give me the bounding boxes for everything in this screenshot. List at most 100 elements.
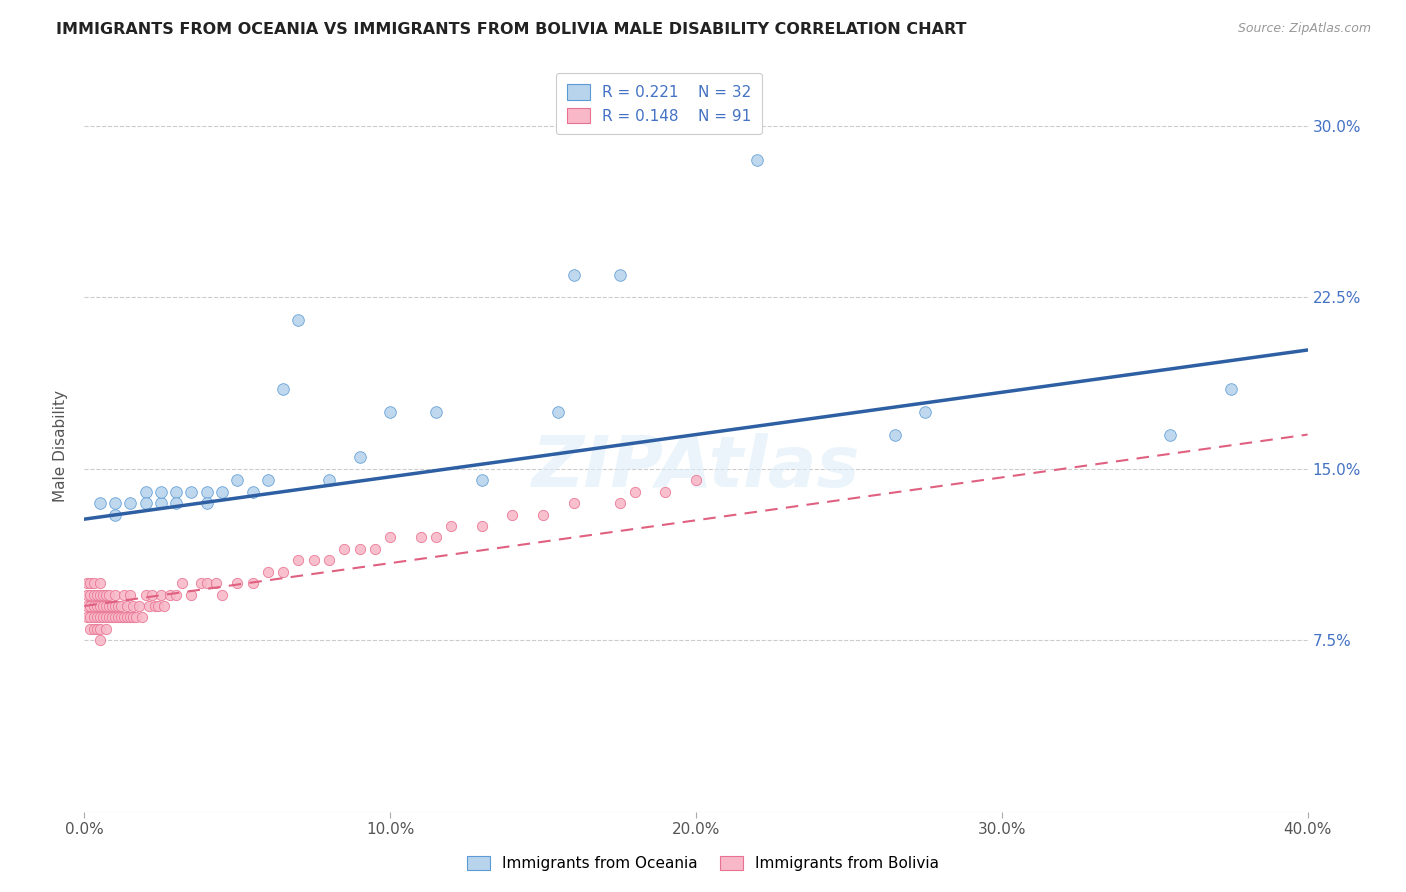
Point	[425, 530, 447, 544]
Point	[89, 610, 111, 624]
Text: Source: ZipAtlas.com: Source: ZipAtlas.com	[1237, 22, 1371, 36]
Point	[271, 382, 294, 396]
Point	[79, 622, 101, 636]
Point	[76, 610, 98, 624]
Point	[76, 599, 98, 613]
Point	[257, 565, 280, 579]
Point	[104, 610, 127, 624]
Point	[271, 565, 294, 579]
Point	[97, 588, 120, 602]
Point	[91, 599, 114, 613]
Point	[104, 496, 127, 510]
Point	[128, 599, 150, 613]
Point	[135, 484, 157, 499]
Point	[440, 519, 463, 533]
Point	[547, 405, 569, 419]
Point	[97, 599, 120, 613]
Point	[562, 496, 585, 510]
Point	[654, 484, 676, 499]
Point	[149, 484, 172, 499]
Point	[226, 576, 249, 591]
Point	[226, 473, 249, 487]
Point	[97, 610, 120, 624]
Point	[242, 576, 264, 591]
Point	[1220, 382, 1243, 396]
Point	[86, 610, 108, 624]
Point	[318, 553, 340, 567]
Point	[624, 484, 647, 499]
Point	[685, 473, 707, 487]
Text: ZIPAtlas: ZIPAtlas	[531, 434, 860, 502]
Point	[165, 588, 187, 602]
Point	[94, 610, 117, 624]
Point	[211, 588, 233, 602]
Point	[86, 588, 108, 602]
Point	[112, 610, 135, 624]
Point	[318, 473, 340, 487]
Point	[79, 588, 101, 602]
Point	[153, 599, 176, 613]
Point	[211, 484, 233, 499]
Point	[380, 405, 402, 419]
Point	[425, 405, 447, 419]
Point	[364, 541, 387, 556]
Point	[104, 599, 127, 613]
Point	[89, 588, 111, 602]
Point	[76, 588, 98, 602]
Point	[101, 599, 124, 613]
Point	[135, 496, 157, 510]
Point	[349, 541, 371, 556]
Point	[110, 610, 132, 624]
Point	[135, 588, 157, 602]
Point	[76, 576, 98, 591]
Point	[94, 588, 117, 602]
Point	[180, 588, 202, 602]
Point	[83, 610, 105, 624]
Point	[195, 576, 218, 591]
Point	[914, 405, 936, 419]
Point	[83, 599, 105, 613]
Point	[333, 541, 356, 556]
Point	[91, 588, 114, 602]
Y-axis label: Male Disability: Male Disability	[53, 390, 69, 502]
Point	[883, 427, 905, 442]
Point	[242, 484, 264, 499]
Point	[94, 599, 117, 613]
Point	[257, 473, 280, 487]
Legend: R = 0.221    N = 32, R = 0.148    N = 91: R = 0.221 N = 32, R = 0.148 N = 91	[557, 73, 762, 135]
Point	[83, 588, 105, 602]
Point	[115, 599, 138, 613]
Point	[138, 599, 160, 613]
Point	[190, 576, 212, 591]
Point	[609, 268, 631, 282]
Point	[609, 496, 631, 510]
Point	[531, 508, 554, 522]
Point	[120, 610, 142, 624]
Point	[287, 313, 309, 327]
Point	[131, 610, 153, 624]
Point	[172, 576, 194, 591]
Point	[107, 610, 129, 624]
Point	[120, 496, 142, 510]
Point	[146, 599, 169, 613]
Point	[83, 576, 105, 591]
Legend: Immigrants from Oceania, Immigrants from Bolivia: Immigrants from Oceania, Immigrants from…	[461, 850, 945, 877]
Point	[79, 599, 101, 613]
Point	[141, 588, 163, 602]
Point	[91, 610, 114, 624]
Point	[205, 576, 228, 591]
Point	[471, 473, 494, 487]
Point	[1159, 427, 1181, 442]
Point	[149, 588, 172, 602]
Point	[104, 588, 127, 602]
Point	[143, 599, 166, 613]
Text: IMMIGRANTS FROM OCEANIA VS IMMIGRANTS FROM BOLIVIA MALE DISABILITY CORRELATION C: IMMIGRANTS FROM OCEANIA VS IMMIGRANTS FR…	[56, 22, 967, 37]
Point	[94, 622, 117, 636]
Point	[302, 553, 325, 567]
Point	[89, 599, 111, 613]
Point	[195, 484, 218, 499]
Point	[112, 588, 135, 602]
Point	[502, 508, 524, 522]
Point	[180, 484, 202, 499]
Point	[349, 450, 371, 465]
